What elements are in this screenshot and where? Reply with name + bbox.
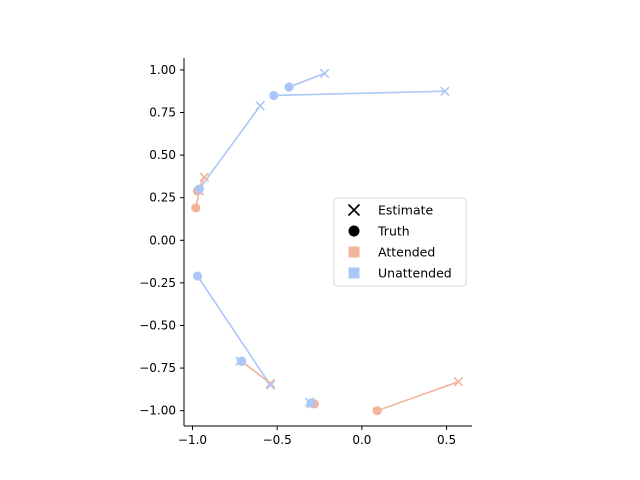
unattended-estimate-point (265, 380, 276, 390)
unattended-estimate-point (255, 100, 266, 111)
y-tick-label: −0.50 (139, 318, 176, 332)
x-tick-label: −1.0 (178, 433, 207, 447)
y-axis-ticks: 1.00 0.75 0.50 0.25 0.00 −0.25 −0.50 −0.75 −1.00 (139, 63, 184, 418)
x-tick-label: −0.5 (263, 433, 292, 447)
attended-connector-line (376, 380, 459, 412)
legend-estimate-icon (347, 203, 361, 217)
unattended-connector-line (198, 105, 261, 190)
y-tick-label: 0.25 (149, 191, 176, 205)
legend-truth-icon (348, 225, 360, 237)
y-tick-label: −1.00 (139, 404, 176, 418)
unattended-estimate-point (319, 68, 330, 79)
attended-estimate-point (199, 172, 210, 183)
y-tick-label: 0.00 (149, 233, 176, 247)
unattended-truth-point (237, 356, 247, 366)
legend-unattended-swatch (348, 267, 360, 279)
data-markers (191, 68, 464, 416)
plot-area (191, 68, 464, 416)
y-tick-label: 0.75 (149, 106, 176, 120)
x-tick-label: 0.5 (437, 433, 456, 447)
connector-lines (195, 72, 459, 412)
axes: −1.0 −0.5 0.0 0.5 1.00 0.75 0.50 0.25 0.00 −0.25… (139, 58, 472, 447)
unattended-truth-point (194, 184, 204, 194)
unattended-connector-line (196, 275, 272, 386)
legend-label-unattended: Unattended (378, 266, 452, 281)
legend: Estimate Truth Attended Unattended (333, 197, 467, 287)
legend-label-attended: Attended (378, 245, 435, 260)
x-tick-label: 0.0 (352, 433, 371, 447)
attended-truth-point (191, 203, 201, 213)
unattended-connector-line (288, 72, 325, 88)
unattended-estimate-point (440, 86, 450, 96)
legend-label-truth: Truth (377, 224, 410, 239)
y-tick-label: −0.25 (139, 276, 176, 290)
legend-label-estimate: Estimate (378, 203, 434, 218)
attended-estimate-point (453, 376, 464, 387)
unattended-estimate-point (304, 397, 315, 407)
attended-truth-point (372, 406, 382, 416)
unattended-truth-point (269, 90, 279, 101)
attended-connector-line (241, 360, 271, 385)
x-axis-ticks: −1.0 −0.5 0.0 0.5 (178, 426, 456, 447)
unattended-truth-point (192, 271, 203, 281)
attended-estimate-point (265, 378, 276, 389)
y-tick-label: 1.00 (149, 63, 176, 77)
legend-box (333, 197, 467, 287)
unattended-truth-point (284, 82, 294, 92)
unattended-estimate-point (235, 356, 245, 367)
legend-attended-swatch (348, 246, 360, 258)
y-tick-label: 0.50 (149, 148, 176, 162)
y-tick-label: −0.75 (139, 361, 176, 375)
unattended-connector-line (273, 90, 445, 97)
